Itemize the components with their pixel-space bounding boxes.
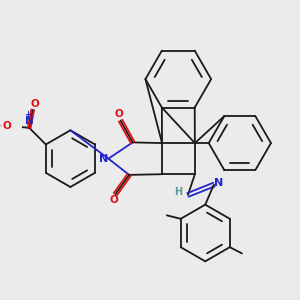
Text: O: O (114, 110, 123, 119)
Text: N: N (25, 116, 34, 126)
Text: O: O (2, 121, 11, 131)
Text: N: N (99, 154, 108, 164)
Text: +: + (24, 110, 31, 118)
Text: O: O (30, 99, 39, 109)
Text: -: - (0, 121, 1, 131)
Text: H: H (174, 187, 182, 197)
Text: N: N (214, 178, 224, 188)
Text: O: O (109, 196, 118, 206)
